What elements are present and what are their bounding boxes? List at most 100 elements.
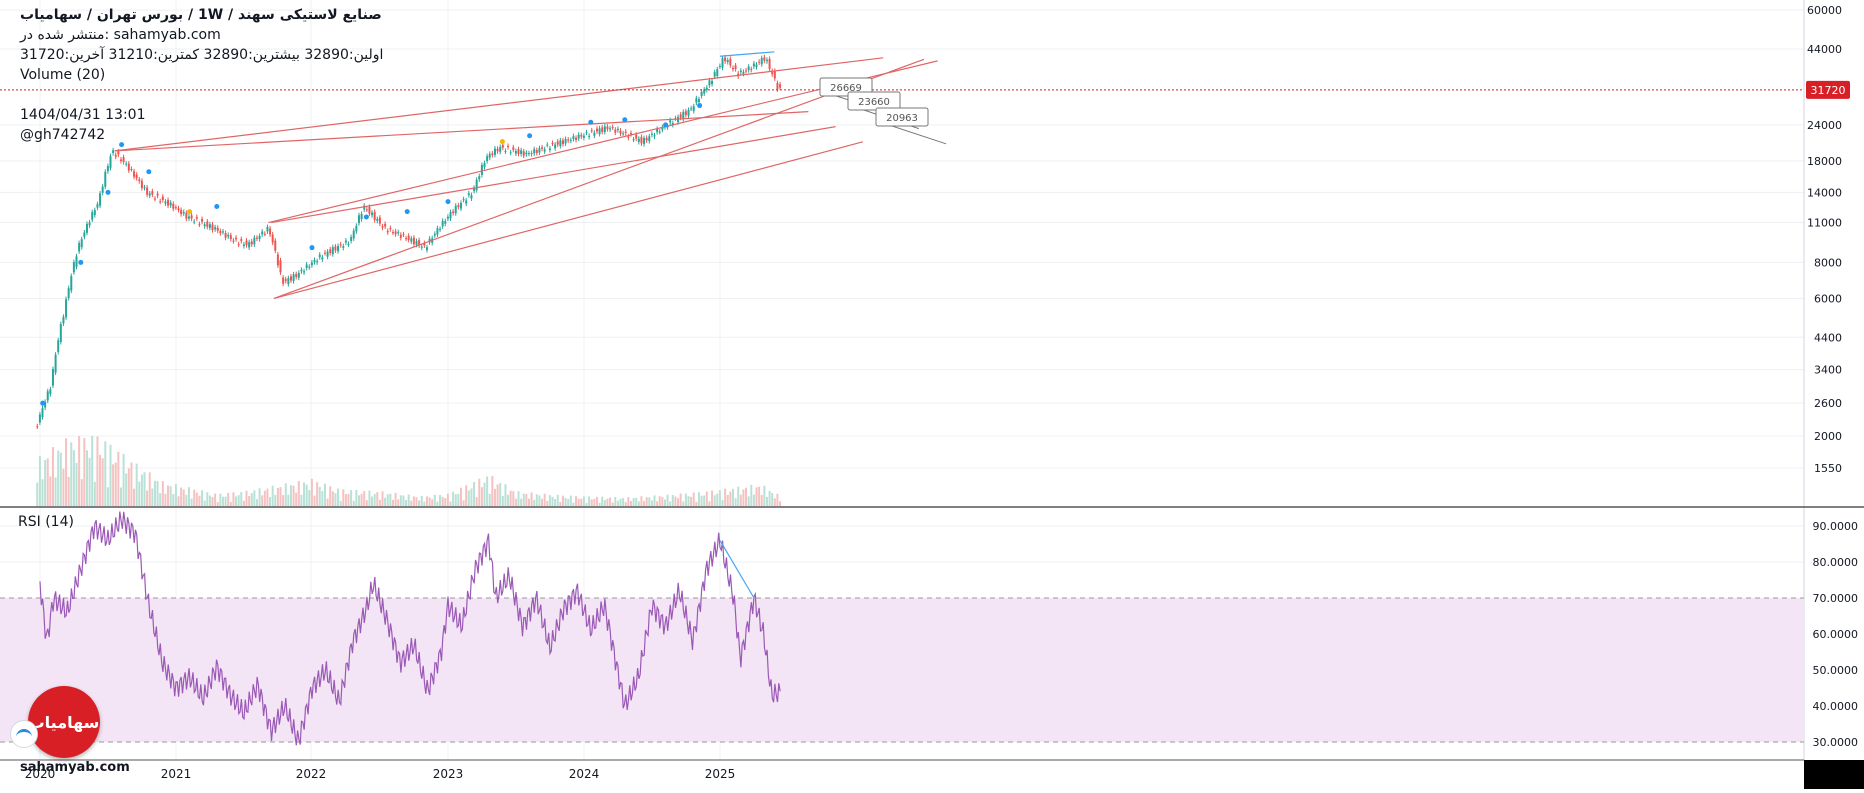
small-logo-icon[interactable] [10, 720, 38, 748]
candle-body [305, 264, 308, 269]
volume-bar [242, 500, 245, 506]
candle-body [91, 212, 94, 220]
volume-bar [70, 442, 73, 506]
volume-bar [462, 500, 465, 506]
sahamyab-logo[interactable]: سهامیاب [28, 686, 100, 758]
volume-bar [428, 497, 431, 506]
volume-bar [381, 491, 384, 506]
candle-body [611, 126, 614, 128]
candle-body [321, 257, 324, 260]
candle-body [143, 187, 146, 189]
volume-bar [363, 491, 366, 506]
volume-bar [674, 496, 677, 506]
volume-bar [606, 498, 609, 506]
candle-body [386, 230, 389, 233]
candle-body [347, 243, 350, 245]
volume-bar [491, 476, 494, 506]
volume-bar [711, 490, 714, 506]
candle-body [436, 228, 439, 235]
candle-body [687, 109, 690, 116]
volume-bar [206, 492, 209, 506]
candle-body [75, 256, 78, 267]
candle-body [83, 232, 86, 237]
volume-bar [339, 500, 342, 506]
candle-body [755, 64, 758, 68]
candle-body [266, 227, 269, 232]
candle-body [457, 205, 460, 208]
volume-bar [49, 476, 52, 506]
volume-label: Volume (20) [20, 67, 106, 83]
candle-body [195, 216, 198, 219]
time-tick-label: 2024 [569, 767, 600, 781]
volume-bar [423, 501, 426, 506]
candle-body [276, 254, 279, 266]
signal-dot [622, 117, 628, 123]
candle-body [316, 261, 319, 263]
volume-bar [747, 496, 750, 506]
volume-bar [279, 487, 282, 506]
candle-body [80, 239, 83, 248]
volume-bar [378, 499, 381, 506]
volume-bar [216, 502, 219, 506]
volume-bar [533, 499, 536, 506]
volume-bar [609, 497, 612, 506]
volume-bar [624, 502, 627, 506]
candle-body [522, 151, 525, 156]
volume-bar [371, 496, 374, 506]
volume-bar [561, 495, 564, 506]
candle-body [504, 150, 507, 152]
volume-bar [663, 499, 666, 506]
candle-body [760, 58, 763, 65]
volume-bar [541, 498, 544, 506]
price-tick-label: 2000 [1814, 430, 1842, 443]
candle-body [122, 157, 125, 162]
volume-bar [250, 493, 253, 506]
volume-bar [645, 497, 648, 506]
candle-body [465, 200, 468, 204]
candle-body [140, 180, 143, 189]
candle-body [721, 58, 724, 68]
candle-body [248, 242, 251, 248]
candle-body [397, 232, 400, 234]
candle-body [318, 254, 321, 258]
volume-bar [263, 490, 266, 506]
volume-bar [384, 497, 387, 506]
trend-line [273, 141, 863, 300]
volume-bar [355, 489, 358, 506]
volume-bar [402, 495, 405, 506]
volume-bar [684, 493, 687, 506]
candle-body [313, 259, 316, 263]
volume-bar [721, 499, 724, 506]
volume-bar [232, 492, 235, 506]
volume-bar [135, 463, 138, 506]
volume-bar [436, 501, 439, 506]
volume-bar [169, 486, 172, 506]
candle-body [606, 126, 609, 130]
candle-body [582, 135, 585, 138]
candle-body [389, 228, 392, 230]
time-tick-label: 2020 [25, 767, 56, 781]
price-tick-label: 8000 [1814, 256, 1842, 269]
candle-body [616, 128, 619, 131]
candle-body [679, 114, 682, 118]
volume-bar [164, 493, 167, 506]
candle-body [109, 156, 112, 168]
candle-body [729, 58, 732, 66]
volume-bar [695, 501, 698, 506]
candle-body [323, 252, 326, 254]
signal-dot [146, 169, 152, 175]
volume-bar [465, 485, 468, 506]
volume-bar [303, 482, 306, 506]
volume-bar [195, 492, 198, 506]
volume-bar [439, 495, 442, 506]
candle-body [203, 224, 206, 227]
candle-body [240, 239, 243, 241]
candle-body [593, 132, 596, 136]
candle-body [59, 324, 62, 342]
candle-body [127, 163, 130, 171]
candle-body [125, 163, 128, 165]
volume-bar [496, 484, 499, 506]
volume-bar [517, 491, 520, 506]
candle-body [297, 272, 300, 278]
volume-bar [478, 478, 481, 506]
